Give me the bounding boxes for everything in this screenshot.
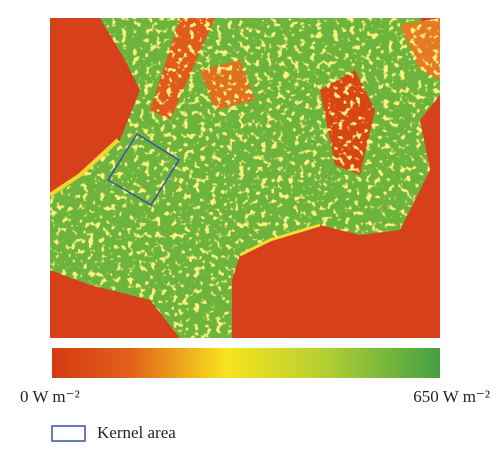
flux-map bbox=[50, 18, 440, 338]
colorbar-min-label: 0 W m⁻² bbox=[20, 387, 80, 406]
kernel-area-box bbox=[106, 132, 181, 207]
colorbar-max-label: 650 W m⁻² bbox=[413, 387, 490, 406]
legend-label: Kernel area bbox=[97, 423, 176, 442]
legend-swatch bbox=[51, 425, 86, 442]
colorbar bbox=[52, 348, 440, 378]
